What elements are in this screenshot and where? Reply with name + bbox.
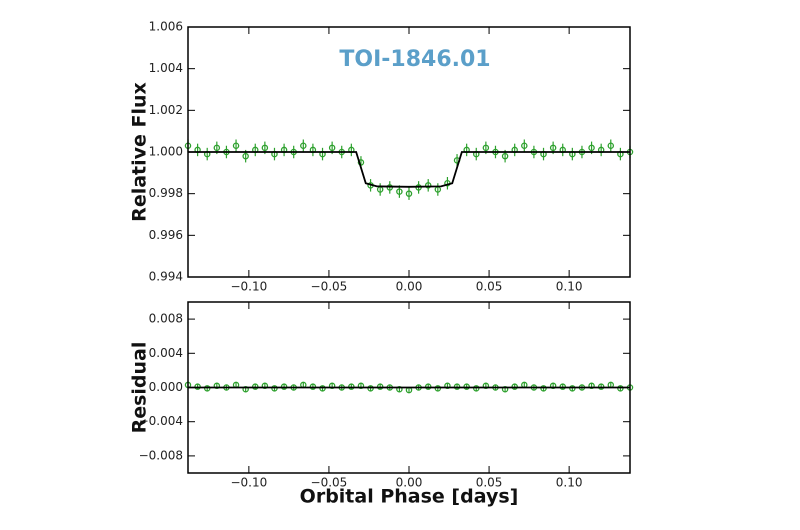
binned-point (521, 142, 528, 149)
x-tick-label: 0.05 (476, 280, 503, 294)
y-tick-label: 0.996 (149, 228, 183, 242)
binned-point (213, 144, 221, 152)
x-tick-label: −0.05 (311, 280, 348, 294)
x-tick-label: 0.00 (396, 280, 423, 294)
binned-point (232, 142, 240, 149)
y-tick-label: 1.000 (149, 145, 183, 159)
binned-point (405, 190, 413, 197)
x-tick-label: 0.10 (556, 476, 583, 490)
y-tick-label: 1.002 (149, 103, 183, 117)
y-tick-label: 1.006 (149, 20, 183, 34)
y-tick-label: 0.000 (149, 380, 183, 394)
y-tick-label: 1.004 (149, 61, 183, 75)
binned-point (242, 152, 249, 160)
binned-point (549, 144, 557, 152)
binned-point (588, 144, 595, 152)
y-tick-label: 0.998 (149, 186, 183, 200)
binned-point (501, 152, 509, 160)
x-tick-label: −0.05 (311, 476, 348, 490)
y-tick-label: 0.004 (149, 346, 183, 360)
x-tick-label: −0.10 (230, 280, 267, 294)
x-tick-label: 0.00 (396, 476, 423, 490)
plot-frame (187, 26, 631, 278)
y-tick-label: 0.008 (149, 312, 183, 326)
binned-point (482, 144, 490, 152)
y-axis-label: Relative Flux (129, 82, 151, 222)
x-tick-label: 0.10 (556, 280, 583, 294)
annotation: TOI-1846.01 (339, 47, 490, 72)
x-axis-label: Orbital Phase [days] (300, 486, 519, 508)
x-tick-label: −0.10 (230, 476, 267, 490)
binned-point (396, 188, 403, 195)
plot-frame (187, 301, 631, 474)
binned-point (300, 142, 307, 149)
binned-point (607, 142, 615, 149)
x-tick-label: 0.05 (476, 476, 503, 490)
y-axis-label: Residual (129, 342, 151, 434)
y-tick-label: −0.008 (139, 448, 183, 462)
binned-point (424, 182, 432, 189)
binned-point (328, 144, 336, 152)
y-tick-label: 0.994 (149, 270, 183, 284)
y-tick-label: −0.004 (139, 414, 183, 428)
binned-point (261, 144, 269, 152)
model-line (188, 151, 630, 188)
